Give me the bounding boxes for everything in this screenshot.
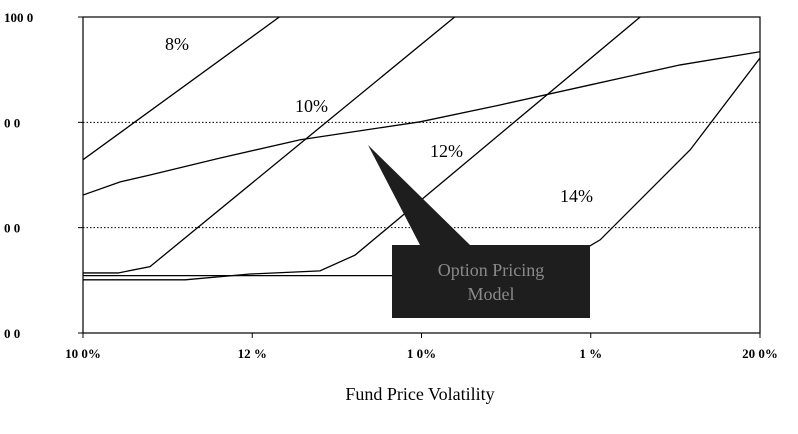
- callout-pointer: [368, 145, 470, 245]
- x-tick-label: 20 0%: [742, 346, 778, 361]
- series-line: [83, 57, 760, 277]
- series-line: [83, 17, 456, 274]
- series-label: 8%: [165, 34, 189, 54]
- callout: Option Pricing Model: [392, 245, 590, 318]
- series-line: [83, 17, 280, 161]
- y-tick-label: 0 0: [4, 115, 20, 130]
- x-tick-label: 10 0%: [65, 346, 101, 361]
- x-tick-label: 1 0%: [407, 346, 436, 361]
- y-tick-label: 100 0: [4, 10, 33, 25]
- series-line: [83, 17, 641, 281]
- series-label: 10%: [295, 96, 328, 116]
- x-axis-title: Fund Price Volatility: [345, 384, 494, 404]
- y-tick-label: 0 0: [4, 326, 20, 341]
- series-label: 14%: [560, 186, 593, 206]
- series-label: 12%: [430, 141, 463, 161]
- plot-frame: [82, 16, 761, 334]
- y-tick-label: 0 0: [4, 221, 20, 236]
- x-tick-label: 1 %: [579, 346, 602, 361]
- x-tick-label: 12 %: [238, 346, 267, 361]
- series-line: [83, 51, 760, 196]
